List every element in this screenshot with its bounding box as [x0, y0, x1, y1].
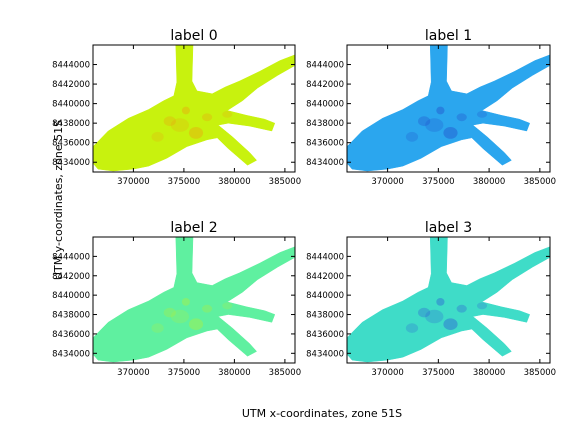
panel-0-frame — [92, 44, 296, 173]
y-tick-label: 8438000 — [52, 119, 90, 129]
panel-0-variation-blob — [222, 111, 233, 118]
y-tick-label: 8436000 — [52, 139, 90, 149]
y-tick-label: 8444000 — [52, 252, 90, 262]
panel-0: 370000 375000 380000 385000 8434000 8436000 84… — [52, 28, 301, 187]
x-tick-label: 375000 — [422, 177, 454, 187]
x-tick-label: 385000 — [524, 368, 556, 378]
y-tick-label: 8440000 — [306, 291, 344, 301]
panel-3-coverage — [347, 237, 550, 363]
panel-3: 370000 375000 380000 385000 8434000 8436000 84… — [306, 220, 556, 378]
x-tick-label: 370000 — [117, 177, 149, 187]
y-tick-label: 8444000 — [52, 61, 90, 71]
panel-3-variation-blob — [443, 318, 458, 331]
x-tick-label: 375000 — [168, 368, 200, 378]
panel-3-variation-blob — [405, 323, 419, 333]
panel-0-variation-blob — [181, 106, 190, 115]
panel-2-variation-blob — [181, 298, 190, 306]
y-tick-label: 8442000 — [306, 272, 344, 282]
panel-0-gap — [118, 89, 148, 106]
panel-1-variation-blob — [456, 113, 467, 122]
panel-1-frame — [346, 44, 551, 173]
panel-1-variation-blob — [443, 126, 458, 139]
panel-2-variation-blob — [151, 323, 164, 333]
x-tick-label: 380000 — [218, 177, 250, 187]
x-tick-label: 375000 — [168, 177, 200, 187]
panel-2-variation-blob — [188, 318, 204, 331]
panel-3-variation-blob — [476, 302, 488, 310]
panel-3-map — [347, 237, 550, 363]
panel-0-variation-blob — [188, 126, 204, 139]
panel-2-variation-blob — [170, 309, 189, 324]
y-axis-label: UTM y-coordinates, zone 51S — [52, 120, 65, 280]
panel-3-frame — [346, 236, 551, 364]
panel-1-map — [347, 45, 550, 172]
x-tick-label: 380000 — [473, 177, 505, 187]
panel-0-variation-blob — [151, 131, 164, 142]
y-tick-label: 8444000 — [306, 61, 344, 71]
panel-1-title: label 1 — [425, 28, 472, 44]
panel-1-gap — [372, 89, 402, 106]
panel-3-variation-blob — [436, 298, 445, 306]
panel-2-coverage — [93, 237, 295, 363]
panel-3-variation-blob — [425, 309, 444, 324]
panel-0-variation-blob — [170, 118, 189, 132]
panel-1-variation-blob — [425, 118, 444, 132]
y-tick-label: 8444000 — [306, 252, 344, 262]
panel-0-map — [93, 45, 295, 172]
panel-1-variation-blob — [436, 106, 445, 115]
panel-1-variation-blob — [405, 131, 419, 142]
panel-2: 370000 375000 380000 385000 8434000 8436000 84… — [52, 220, 301, 378]
y-tick-label: 8438000 — [306, 311, 344, 321]
y-tick-label: 8434000 — [52, 349, 90, 359]
panel-1-variation-blob — [418, 116, 431, 127]
panel-3-title: label 3 — [425, 220, 472, 236]
panel-2-gap — [118, 280, 148, 298]
x-tick-label: 380000 — [218, 368, 250, 378]
panel-3-variation-blob — [456, 304, 467, 313]
x-tick-label: 385000 — [269, 368, 301, 378]
panel-1: 370000 375000 380000 385000 8434000 8436000 84… — [306, 28, 556, 187]
y-tick-label: 8440000 — [306, 100, 344, 110]
x-tick-label: 370000 — [117, 368, 149, 378]
y-tick-label: 8440000 — [52, 291, 90, 301]
x-tick-label: 370000 — [371, 368, 403, 378]
panel-2-title: label 2 — [170, 220, 217, 236]
x-axis-label: UTM x-coordinates, zone 51S — [242, 407, 402, 420]
y-tick-label: 8434000 — [52, 158, 90, 168]
panel-0-variation-blob — [163, 116, 176, 127]
panel-3-gap — [372, 280, 402, 298]
y-tick-label: 8434000 — [306, 158, 344, 168]
x-tick-label: 385000 — [269, 177, 301, 187]
panel-0-variation-blob — [202, 113, 213, 122]
x-tick-label: 370000 — [371, 177, 403, 187]
y-tick-label: 8442000 — [306, 80, 344, 90]
y-tick-label: 8436000 — [306, 139, 344, 149]
panel-2-variation-blob — [163, 307, 176, 318]
y-tick-label: 8438000 — [306, 119, 344, 129]
y-tick-label: 8438000 — [52, 311, 90, 321]
panel-2-map — [93, 237, 295, 363]
panel-0-coverage — [93, 45, 295, 172]
panel-1-coverage — [347, 45, 550, 172]
y-tick-label: 8436000 — [52, 330, 90, 340]
panels: 370000 375000 380000 385000 8434000 8436000 84… — [52, 28, 556, 378]
y-tick-label: 8442000 — [52, 80, 90, 90]
y-tick-label: 8434000 — [306, 349, 344, 359]
panel-1-variation-blob — [476, 111, 488, 118]
y-tick-label: 8442000 — [52, 272, 90, 282]
x-tick-label: 380000 — [473, 368, 505, 378]
x-tick-label: 385000 — [524, 177, 556, 187]
y-tick-label: 8436000 — [306, 330, 344, 340]
panel-0-title: label 0 — [170, 28, 217, 44]
panel-2-variation-blob — [202, 304, 213, 313]
panel-2-variation-blob — [222, 302, 233, 310]
panel-3-variation-blob — [418, 307, 431, 318]
panel-2-frame — [92, 236, 296, 364]
x-tick-label: 375000 — [422, 368, 454, 378]
y-tick-label: 8440000 — [52, 100, 90, 110]
